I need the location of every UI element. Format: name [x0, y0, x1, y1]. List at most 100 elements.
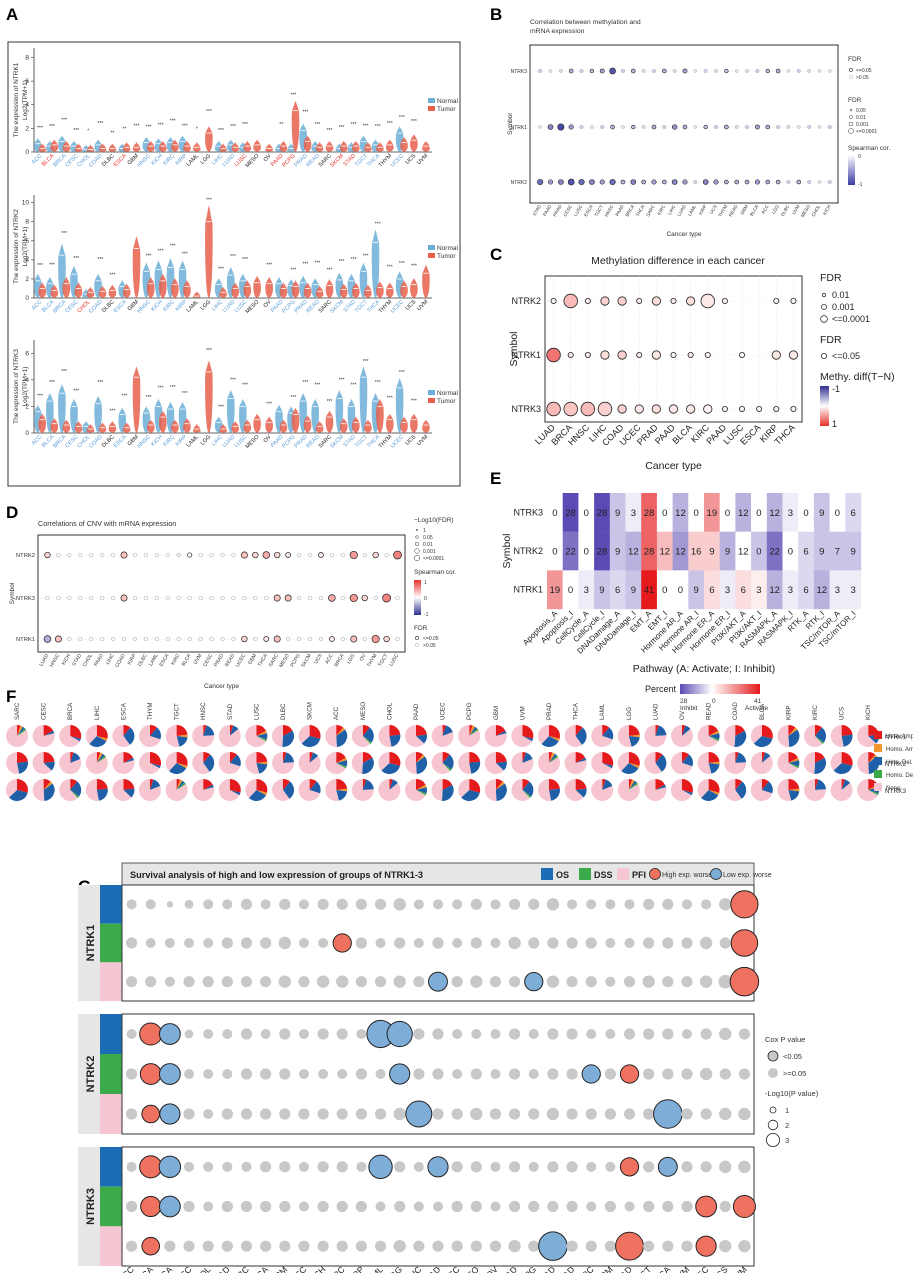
dot-ntrk3-thca: [264, 595, 269, 601]
legend-swatch: [874, 731, 882, 739]
endpoint-strip-dss: [100, 1054, 122, 1094]
dot-ntrk3-cesc: [209, 595, 214, 601]
pie-slice-none: [538, 779, 552, 801]
pie-slice-hete-amp-: [17, 752, 28, 763]
dot-ntrk1-paad: [621, 125, 625, 129]
dot-ntrk2-hnsc: [584, 297, 591, 304]
pie-gbm-ntrk1: [484, 725, 507, 747]
bubble-ntrk2-os-read: [566, 1028, 578, 1040]
pie-thca-ntrk2: [564, 752, 587, 774]
legend-fdr-symbol: [415, 643, 419, 647]
significance-mark-kich: ***: [158, 248, 164, 254]
pie-slice-hete-del-: [461, 790, 480, 801]
dot-ntrk1-prad: [651, 350, 661, 360]
pie-chol-ntrk3: [378, 779, 401, 801]
bubble-ntrk1-pfi-acc: [125, 976, 138, 988]
dot-ntrk1-luad: [546, 347, 561, 363]
x-tick-label-ucec: UCEC: [235, 653, 247, 669]
pie-slice-homo-del-: [96, 755, 107, 763]
violin-tumor-ov: [265, 416, 273, 433]
pie-slice-none: [245, 751, 260, 774]
dot-ntrk2-kirp: [773, 297, 780, 304]
x-tick-label-meso: MESO: [245, 434, 261, 450]
dot-ntrk3-meso: [807, 69, 812, 73]
dot-ntrk3-esca: [756, 405, 763, 412]
heat-cell-ntrk3-13: [751, 493, 767, 532]
bubble-ntrk3-pfi-thym: [681, 1240, 693, 1252]
pie-slice-none: [857, 725, 877, 748]
bubble-ntrk2-pfi-thym: [681, 1108, 693, 1120]
x-tick-label-ov: OV: [359, 652, 368, 662]
violin-tumor-skcm: [339, 283, 348, 298]
pie-slice-none: [165, 779, 188, 802]
pie-slice-hete-amp-: [389, 752, 401, 766]
pie-slice-hete-del-: [734, 730, 747, 748]
dot-ntrk3-brca: [630, 68, 636, 74]
pie-tgct-ntrk2: [165, 752, 188, 775]
x-tick-label-kirc: KIRC: [162, 153, 176, 167]
significance-mark-brca: ***: [61, 117, 67, 123]
pie-slice-none: [272, 752, 295, 775]
bubble-ntrk1-dss-dlbc: [240, 937, 253, 949]
dot-ntrk3-chol: [817, 69, 822, 73]
significance-mark-acc: ***: [37, 394, 43, 400]
significance-mark-ucec: ***: [399, 370, 405, 376]
heat-cell-label: 28: [597, 508, 608, 519]
pie-blca-ntrk3: [750, 779, 773, 801]
dot-ntrk2-lusc: [578, 178, 585, 186]
legend-fdr-label: >0.05: [423, 643, 436, 649]
pie-slice-homo-amp-: [416, 784, 427, 790]
pie-slice-none: [617, 779, 640, 802]
pie-slice-hete-amp-: [203, 752, 211, 763]
x-tick-label-lihc: LIHC: [105, 653, 116, 666]
dot-ntrk3-acc: [328, 594, 336, 602]
bubble-ntrk3-pfi-ucec: [695, 1235, 717, 1257]
legend-swatch: [874, 770, 882, 778]
gene-label-strip: [78, 1014, 100, 1134]
pie-slice-homo-amp-: [17, 725, 23, 736]
bubble-ntrk3-pfi-lihc: [413, 1240, 425, 1252]
bubble-ntrk3-dss-paad: [509, 1200, 521, 1213]
legend-label-pfi: PFI: [632, 870, 646, 880]
pie-thym-ntrk3: [139, 779, 162, 802]
pie-slice-none: [511, 752, 534, 774]
dot-ntrk2-ucs: [713, 179, 719, 185]
bubble-ntrk1-os-brca: [166, 901, 174, 908]
legend-color-tick: -1: [858, 182, 863, 188]
pie-slice-hete-del-: [17, 726, 26, 736]
bubble-ntrk2-os-esca: [260, 1029, 271, 1039]
bubble-ntrk1-os-ov: [490, 899, 501, 910]
dot-ntrk2-paad: [670, 297, 677, 304]
bubble-ntrk1-os-laml: [374, 898, 387, 910]
pie-slice-none: [644, 779, 667, 801]
pie-slice-hete-del-: [336, 790, 348, 801]
bubble-ntrk2-pfi-sarc: [585, 1108, 597, 1120]
significance-mark-ucec: ***: [399, 261, 405, 267]
dot-ntrk3-hnsc: [609, 67, 616, 75]
pie-slice-none: [112, 779, 132, 801]
row-label-ntrk3: NTRK3: [511, 69, 528, 75]
heat-cell-ntrk3-3: [594, 493, 610, 532]
pie-stad-ntrk1: [218, 725, 241, 747]
dot-ntrk2-stad: [537, 178, 544, 186]
heat-cell-ntrk2-14: [766, 531, 783, 571]
bubble-ntrk2-os-dlbc: [240, 1028, 253, 1040]
pie-paad-ntrk2: [405, 751, 428, 774]
heat-cell-label: 9: [694, 585, 699, 596]
bubble-ntrk2-dss-stad: [619, 1064, 640, 1084]
bubble-ntrk1-os-coad: [222, 899, 233, 910]
dot-ntrk2-chol: [89, 552, 94, 558]
heat-cell-ntrk3-18: [829, 493, 846, 532]
legend-fdr-label: <=0.05: [423, 636, 439, 642]
legend-size-symbol: [413, 554, 421, 562]
pie-slice-homo-del-: [708, 736, 720, 742]
dot-ntrk1-lusc: [739, 351, 746, 358]
pie-column-label-paad: PAAD: [413, 703, 420, 720]
x-tick-label-lgg: LGG: [771, 204, 780, 215]
heat-cell-ntrk2-17: [813, 531, 830, 571]
pie-slice-none: [245, 779, 257, 799]
legend-size-label: <=0.0001: [856, 129, 877, 135]
pie-kirp-ntrk2: [777, 752, 800, 774]
bubble-ntrk2-pfi-meso: [470, 1107, 483, 1121]
